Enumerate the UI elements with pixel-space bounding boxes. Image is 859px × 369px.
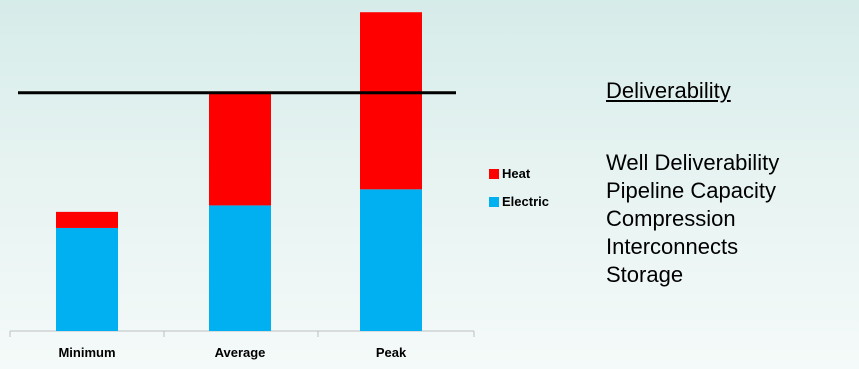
legend-swatch-electric [489,196,499,207]
bar-electric-peak [360,189,422,331]
legend-swatch-heat [489,168,499,179]
panel-item: Pipeline Capacity [606,178,776,203]
bar-electric-minimum [56,227,118,331]
bar-electric-average [209,205,271,331]
legend: Heat Electric [489,164,549,220]
panel-item: Storage [606,262,684,287]
stacked-bar-chart: Minimum Average Peak [9,12,475,360]
bar-heat-average [209,92,271,206]
x-tick-label: Average [215,345,266,360]
x-tick-label: Minimum [58,345,115,360]
panel-item: Compression [606,206,736,231]
bar-heat-minimum [56,211,118,228]
legend-label-electric: Electric [502,194,549,209]
panel-item: Interconnects [606,234,739,259]
legend-label-heat: Heat [502,166,531,181]
x-tick-label: Peak [376,345,407,360]
panel-list: Well Deliverability Pipeline Capacity Co… [606,149,779,289]
legend-item-heat: Heat [489,164,549,183]
deliverability-panel: Deliverability Well Deliverability Pipel… [606,77,779,289]
panel-heading: Deliverability [606,78,731,103]
bar-heat-peak [360,12,422,190]
legend-item-electric: Electric [489,192,549,211]
panel-item: Well Deliverability [606,150,780,175]
